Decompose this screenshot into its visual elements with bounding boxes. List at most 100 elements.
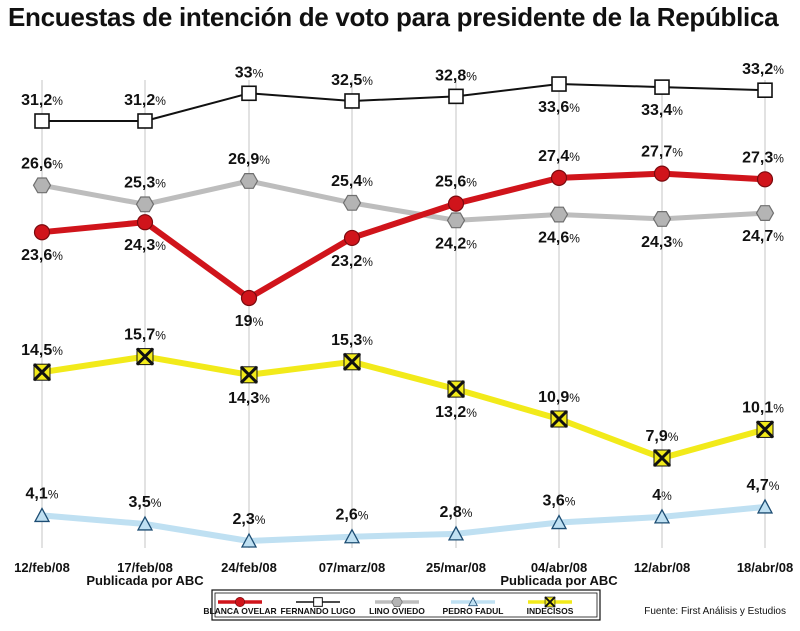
legend-label: BLANCA OVELAR: [203, 606, 276, 616]
legend-label: PEDRO FADUL: [443, 606, 504, 616]
data-point: [653, 165, 671, 182]
series-line: [41, 178, 766, 223]
source-note: Fuente: First Análisis y Estudios: [644, 606, 786, 617]
data-point: [32, 177, 52, 194]
chart-title: Encuestas de intención de voto para pres…: [8, 2, 779, 32]
data-label: 3,6%: [543, 493, 576, 510]
data-label: 24,6%: [538, 230, 580, 247]
legend-item: PEDRO FADUL: [443, 596, 504, 616]
annotation-note: Publicada por ABC: [500, 573, 618, 588]
series-lino-oviedo: 26,6% 25,3% 26,9% 25,4% 24,2% 24,6% 24,3% 24,7%: [21, 151, 784, 252]
data-label: 15,7%: [124, 327, 166, 344]
legend-label: LINO OVIEDO: [369, 606, 425, 616]
data-point: [757, 82, 773, 98]
x-tick-label: 07/marz/08: [319, 560, 386, 575]
data-point: [391, 597, 403, 607]
data-label: 33,6%: [538, 99, 580, 116]
series-fernando-lugo: 31,2% 31,2% 33% 32,5% 32,8% 33,6% 33,4% 33,2%: [21, 61, 784, 129]
data-point: [343, 528, 361, 544]
series-blanca-ovelar: 23,6% 24,3% 19% 23,2% 25,6% 27,4% 27,7% 27,3%: [21, 144, 784, 330]
data-point: [33, 507, 51, 523]
data-point: [446, 380, 466, 399]
legend-item: LINO OVIEDO: [369, 597, 425, 616]
x-tick-label: 12/abr/08: [634, 560, 690, 575]
series-line: [41, 170, 766, 301]
data-point: [136, 214, 154, 231]
data-point: [755, 205, 775, 221]
data-point: [446, 212, 466, 229]
data-point: [240, 532, 258, 548]
data-label: 26,9%: [228, 151, 270, 168]
data-point: [551, 76, 567, 92]
data-point: [448, 88, 464, 105]
data-point: [653, 508, 671, 524]
data-point: [549, 409, 569, 429]
data-label: 27,3%: [742, 149, 784, 166]
data-point: [32, 363, 52, 382]
legend-item: INDECISOS: [527, 596, 574, 616]
data-point: [137, 113, 153, 129]
data-point: [550, 514, 568, 530]
data-point: [756, 171, 774, 188]
annotation-note: Publicada por ABC: [86, 573, 204, 588]
data-point: [549, 206, 569, 223]
data-point: [544, 596, 556, 608]
data-point: [652, 448, 672, 468]
data-label: 32,5%: [331, 72, 373, 89]
data-label: 2,6%: [336, 507, 369, 524]
data-point: [467, 596, 479, 607]
series-line: [42, 83, 766, 122]
data-label: 2,3%: [233, 511, 266, 528]
data-label: 25,6%: [435, 174, 477, 191]
data-label: 32,8%: [435, 67, 477, 84]
series-indecisos: 14,5% 15,7% 14,3% 15,3% 13,2% 10,9% 7,9% 10,1%: [21, 327, 784, 468]
data-point: [240, 289, 258, 307]
data-point: [135, 196, 155, 213]
data-label: 7,9%: [646, 428, 679, 445]
data-label: 23,2%: [331, 253, 373, 270]
legend-label: INDECISOS: [527, 606, 574, 616]
data-label: 24,2%: [435, 235, 477, 252]
legend-label: FERNANDO LUGO: [280, 606, 355, 616]
legend: BLANCA OVELAR FERNANDO LUGO LINO OVIEDO PED…: [203, 589, 601, 621]
data-label: 14,5%: [21, 342, 63, 359]
data-point: [241, 85, 257, 102]
data-label: 25,4%: [331, 173, 373, 190]
x-tick-label: 24/feb/08: [221, 560, 277, 575]
data-label: 33,2%: [742, 61, 784, 78]
data-label: 19%: [235, 313, 264, 330]
data-label: 27,4%: [538, 148, 580, 165]
data-point: [654, 79, 670, 95]
data-label: 2,8%: [440, 504, 473, 521]
x-tick-label: 18/abr/08: [737, 560, 793, 575]
data-label: 3,5%: [129, 494, 162, 511]
data-point: [342, 194, 362, 211]
data-label: 31,2%: [124, 92, 166, 109]
x-tick-label: 25/mar/08: [426, 560, 486, 575]
data-point: [239, 173, 259, 189]
series-line: [41, 353, 766, 461]
data-label: 24,7%: [742, 228, 784, 245]
data-label: 4%: [652, 487, 672, 504]
data-point: [239, 365, 259, 384]
data-point: [342, 352, 362, 371]
data-point: [33, 224, 51, 241]
data-point: [313, 597, 323, 607]
data-point: [344, 93, 360, 109]
data-label: 4,7%: [747, 477, 780, 494]
data-label: 26,6%: [21, 155, 63, 172]
data-label: 25,3%: [124, 174, 166, 191]
x-tick-label: 12/feb/08: [14, 560, 70, 575]
data-point: [550, 169, 568, 186]
data-label: 33%: [235, 64, 264, 81]
data-label: 10,9%: [538, 389, 580, 406]
data-point: [447, 195, 465, 212]
data-point: [135, 347, 155, 366]
data-point: [136, 515, 154, 531]
data-label: 4,1%: [26, 485, 59, 502]
data-point: [756, 498, 774, 514]
x-tick-label: 17/feb/08: [117, 560, 173, 575]
data-point: [447, 525, 465, 541]
data-point: [234, 596, 246, 608]
data-label: 27,7%: [641, 144, 683, 161]
